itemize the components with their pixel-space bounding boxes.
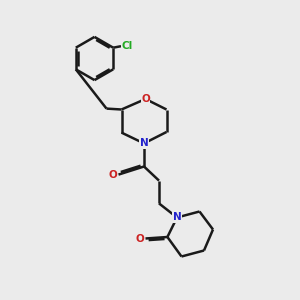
- Text: Cl: Cl: [122, 41, 133, 51]
- Text: O: O: [109, 170, 118, 180]
- Text: O: O: [136, 233, 145, 244]
- Text: N: N: [172, 212, 182, 223]
- Text: N: N: [140, 138, 148, 148]
- Text: O: O: [141, 94, 150, 104]
